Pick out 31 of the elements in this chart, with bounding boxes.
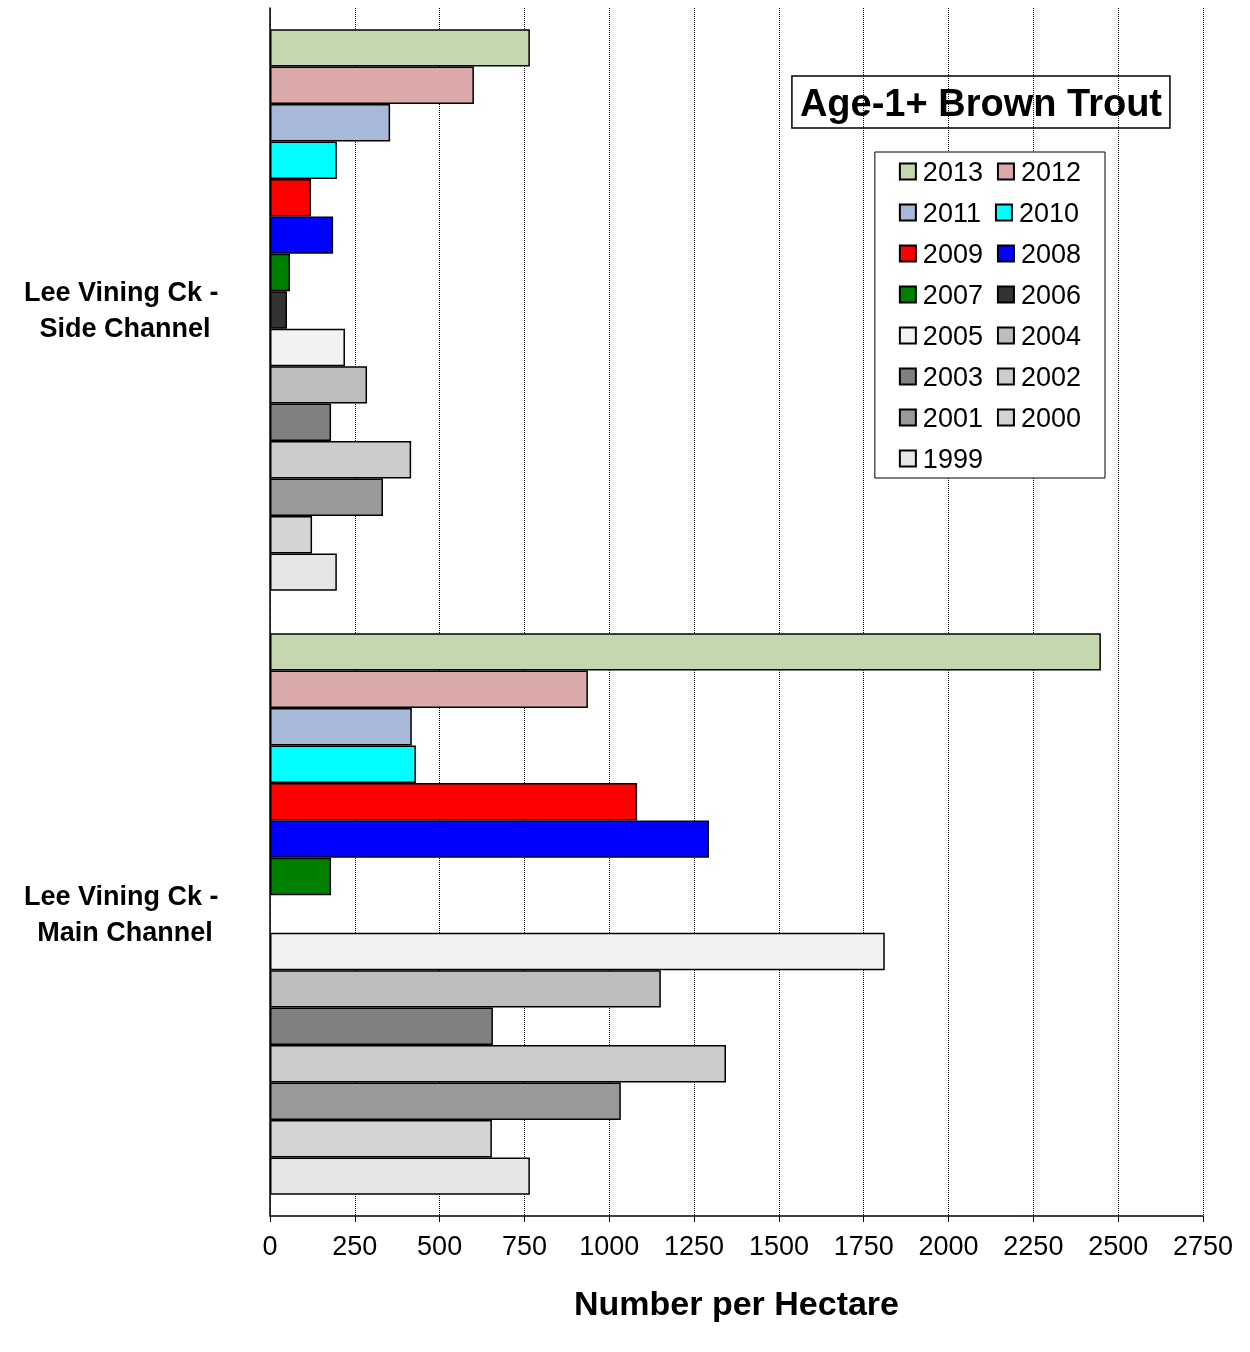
legend-label: 2009 <box>922 238 983 269</box>
legend-label: 2000 <box>1020 402 1082 433</box>
x-tick-label: 250 <box>332 1230 378 1261</box>
x-tick-label: 1750 <box>833 1230 894 1261</box>
legend-label: 2004 <box>1020 320 1082 351</box>
legend-label: 2001 <box>922 402 983 433</box>
legend-label: 2007 <box>922 279 983 310</box>
x-tick-label: 1250 <box>664 1230 725 1261</box>
x-tick-label: 750 <box>501 1230 547 1261</box>
legend-label: 2011 <box>922 197 981 228</box>
x-tick-label: 2750 <box>1172 1230 1234 1261</box>
x-tick-label: 0 <box>262 1230 278 1261</box>
legend-label: 2002 <box>1020 361 1082 392</box>
legend-label: 1999 <box>922 443 983 474</box>
x-tick-label: 2250 <box>1003 1230 1064 1261</box>
legend-label: 2013 <box>922 156 983 187</box>
y-tick-label: Lee Vining Ck - Side Channel <box>23 277 227 343</box>
x-tick-label: 1500 <box>748 1230 809 1261</box>
x-tick-label: 1000 <box>579 1230 640 1261</box>
legend-label: 2008 <box>1020 238 1082 269</box>
x-tick-label: 500 <box>417 1230 463 1261</box>
x-tick-label: 2000 <box>918 1230 979 1261</box>
text: Age-1+ Brown Trout <box>799 82 1163 124</box>
legend-label: 2010 <box>1018 197 1080 228</box>
legend-label: 2003 <box>922 361 983 392</box>
x-tick-label: 2500 <box>1088 1230 1149 1261</box>
legend-label: 2006 <box>1020 279 1082 310</box>
x-axis-title: Number per Hectare <box>573 1284 900 1322</box>
legend-label: 2012 <box>1020 156 1082 187</box>
legend-label: 2005 <box>922 320 983 351</box>
y-tick-label: Lee Vining Ck - Main Channel <box>23 881 227 947</box>
